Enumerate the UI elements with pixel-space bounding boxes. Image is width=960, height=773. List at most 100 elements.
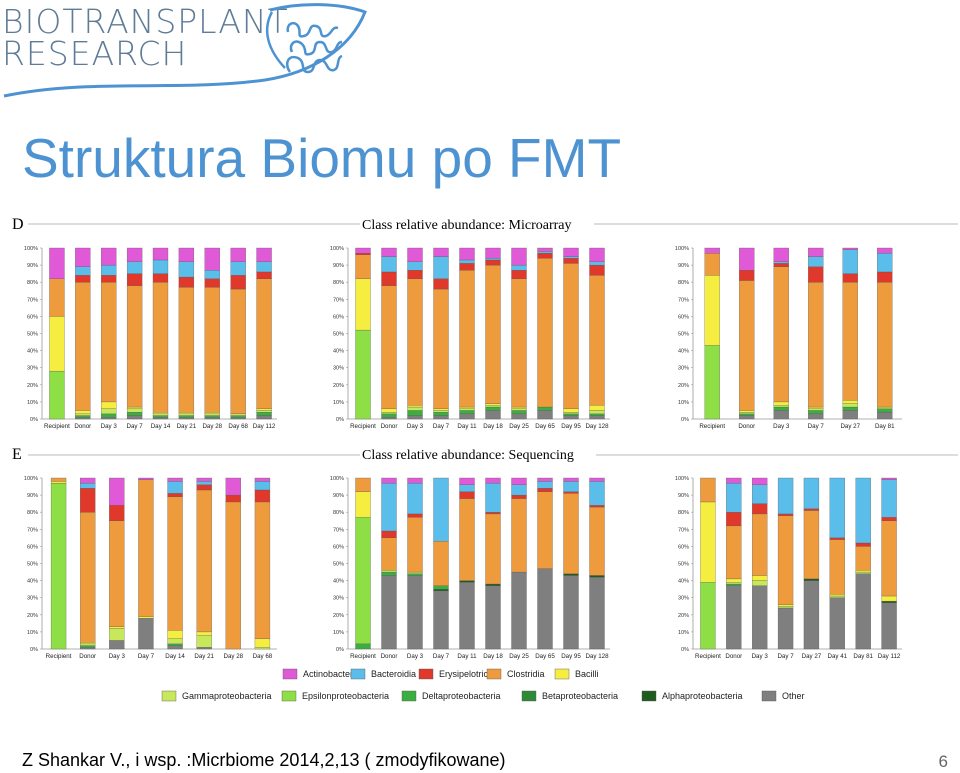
bar-segment-bacilli: [739, 410, 755, 413]
y-tick-label: 40%: [27, 579, 38, 585]
bar-segment-other: [75, 417, 91, 420]
legend-label: Bacilli: [575, 669, 599, 679]
y-tick-label: 20%: [333, 383, 344, 389]
y-tick-label: 30%: [27, 366, 38, 372]
bar-segment-deltaproteobacteria: [739, 413, 755, 416]
bar-segment-alphaproteobacteria: [433, 588, 449, 592]
bar-segment-gammaproteobacteria: [381, 412, 397, 415]
x-tick-label: Day 11: [457, 653, 477, 660]
x-tick-label: Day 25: [509, 653, 529, 660]
bar-segment-deltaproteobacteria: [178, 415, 195, 418]
bar-segment-actinobacteria: [80, 477, 96, 484]
bar-segment-other: [808, 413, 824, 420]
bar-segment-clostridia: [881, 520, 897, 597]
bar-segment-other: [256, 415, 272, 420]
y-tick-label: 70%: [27, 527, 38, 533]
bar-segment-actinobacteria: [485, 477, 501, 484]
bar-segment-erysipelotrichi: [407, 270, 423, 279]
bar-segment-actinobacteria: [254, 477, 271, 482]
bar-segment-bacilli: [256, 408, 272, 411]
bar-segment-deltaproteobacteria: [75, 415, 91, 418]
y-tick-label: 30%: [333, 366, 344, 372]
bar-segment-clostridia: [877, 282, 893, 408]
bar-segment-gammaproteobacteria: [563, 412, 579, 415]
bar-segment-gammaproteobacteria: [739, 412, 755, 415]
bar-segment-clostridia: [704, 252, 720, 276]
bar-segment-gammaproteobacteria: [80, 643, 96, 646]
bar-segment-bacilli: [704, 275, 720, 346]
legend-item-actinobacteria: Actinobacteria: [282, 668, 360, 680]
bar-segment-deltaproteobacteria: [407, 573, 423, 576]
bar-segment-clostridia: [739, 280, 755, 411]
legend-label: Epsilonproteobacteria: [302, 691, 389, 701]
bar-segment-bacteroidia: [196, 481, 212, 485]
bar-segment-clostridia: [752, 513, 768, 576]
bar-segment-clostridia: [808, 282, 824, 408]
x-tick-label: Donor: [74, 423, 91, 430]
bar-segment-gammaproteobacteria: [777, 606, 794, 609]
bar-segment-bacteroidia: [381, 256, 397, 273]
bar-segment-gammaproteobacteria: [254, 647, 271, 650]
x-tick-label: Day 112: [253, 423, 276, 430]
bar-segment-bacteroidia: [178, 261, 195, 278]
x-tick-label: Day 7: [808, 423, 825, 430]
bar-segment-other: [381, 417, 397, 420]
bar-segment-actinobacteria: [381, 247, 397, 257]
bar-segment-epsilonproteobacteria: [355, 329, 371, 420]
bar-segment-bacilli: [589, 405, 605, 411]
bar-segment-bacteroidia: [752, 484, 768, 504]
bar-segment-gammaproteobacteria: [126, 408, 143, 413]
bar-segment-bacteroidia: [511, 484, 527, 496]
bar-segment-gammaproteobacteria: [773, 405, 789, 408]
bar-segment-bacilli: [700, 501, 716, 583]
x-tick-label: Day 128: [585, 423, 609, 430]
bar-segment-bacteroidia: [126, 261, 143, 274]
x-tick-label: Donor: [738, 423, 755, 430]
bar-segment-bacilli: [109, 626, 125, 629]
bar-segment-other: [726, 585, 742, 650]
bar-segment-deltaproteobacteria: [433, 412, 449, 416]
bar-segment-clostridia: [511, 278, 527, 408]
bar-segment-erysipelotrichi: [563, 258, 579, 264]
bar-segment-erysipelotrichi: [230, 275, 246, 290]
bar-segment-clostridia: [485, 264, 501, 404]
y-tick-label: 100%: [330, 476, 344, 482]
bar-segment-bacteroidia: [256, 261, 272, 273]
x-tick-label: Day 41: [828, 653, 848, 660]
bar-segment-epsilonproteobacteria: [49, 370, 65, 420]
bar-segment-deltaproteobacteria: [842, 406, 858, 411]
bar-segment-deltaproteobacteria: [256, 412, 272, 416]
footer-citation: Z Shankar V., i wsp. :Micrbiome 2014,2,1…: [22, 750, 506, 770]
x-tick-label: Day 3: [773, 423, 790, 430]
bar-segment-erysipelotrichi: [196, 484, 212, 491]
bar-segment-erysipelotrichi: [589, 264, 605, 276]
bar-segment-bacteroidia: [855, 477, 871, 544]
bar-segment-deltaproteobacteria: [433, 585, 449, 590]
y-tick-label: 10%: [678, 400, 689, 406]
bar-segment-deltaproteobacteria: [589, 413, 605, 416]
bar-segment-bacilli: [459, 406, 475, 409]
bar-segment-clostridia: [178, 287, 195, 413]
panel-1-0: 0% 10% 20% 30% 40% 50% 60% 70% 80% 90% 100% Recipie…: [24, 476, 277, 660]
bar-segment-bacteroidia: [537, 251, 553, 254]
bar-segment-bacilli: [752, 575, 768, 581]
legend-item-clostridia: Clostridia: [486, 668, 545, 680]
x-tick-label: Day 68: [253, 653, 273, 660]
y-tick-label: 60%: [27, 544, 38, 550]
bar-segment-other: [739, 415, 755, 420]
x-tick-label: Day 25: [509, 423, 529, 430]
bar-segment-deltaproteobacteria: [563, 413, 579, 416]
bar-segment-clostridia: [355, 477, 371, 492]
x-tick-label: Day 27: [840, 423, 860, 430]
y-tick-label: 10%: [333, 400, 344, 406]
bar-segment-bacilli: [777, 604, 794, 607]
bar-segment-clostridia: [254, 501, 271, 639]
bar-segment-actinobacteria: [407, 247, 423, 262]
bar-segment-erysipelotrichi: [752, 503, 768, 515]
bar-segment-erysipelotrichi: [537, 488, 553, 492]
bar-segment-actinobacteria: [230, 247, 246, 262]
bar-segment-erysipelotrichi: [511, 494, 527, 499]
panel-0-0: 0% 10% 20% 30% 40% 50% 60% 70% 80% 90% 100% Recipie…: [24, 246, 277, 430]
legend-label: Erysipelotrichi: [439, 669, 495, 679]
bar-segment-deltaproteobacteria: [126, 412, 143, 416]
